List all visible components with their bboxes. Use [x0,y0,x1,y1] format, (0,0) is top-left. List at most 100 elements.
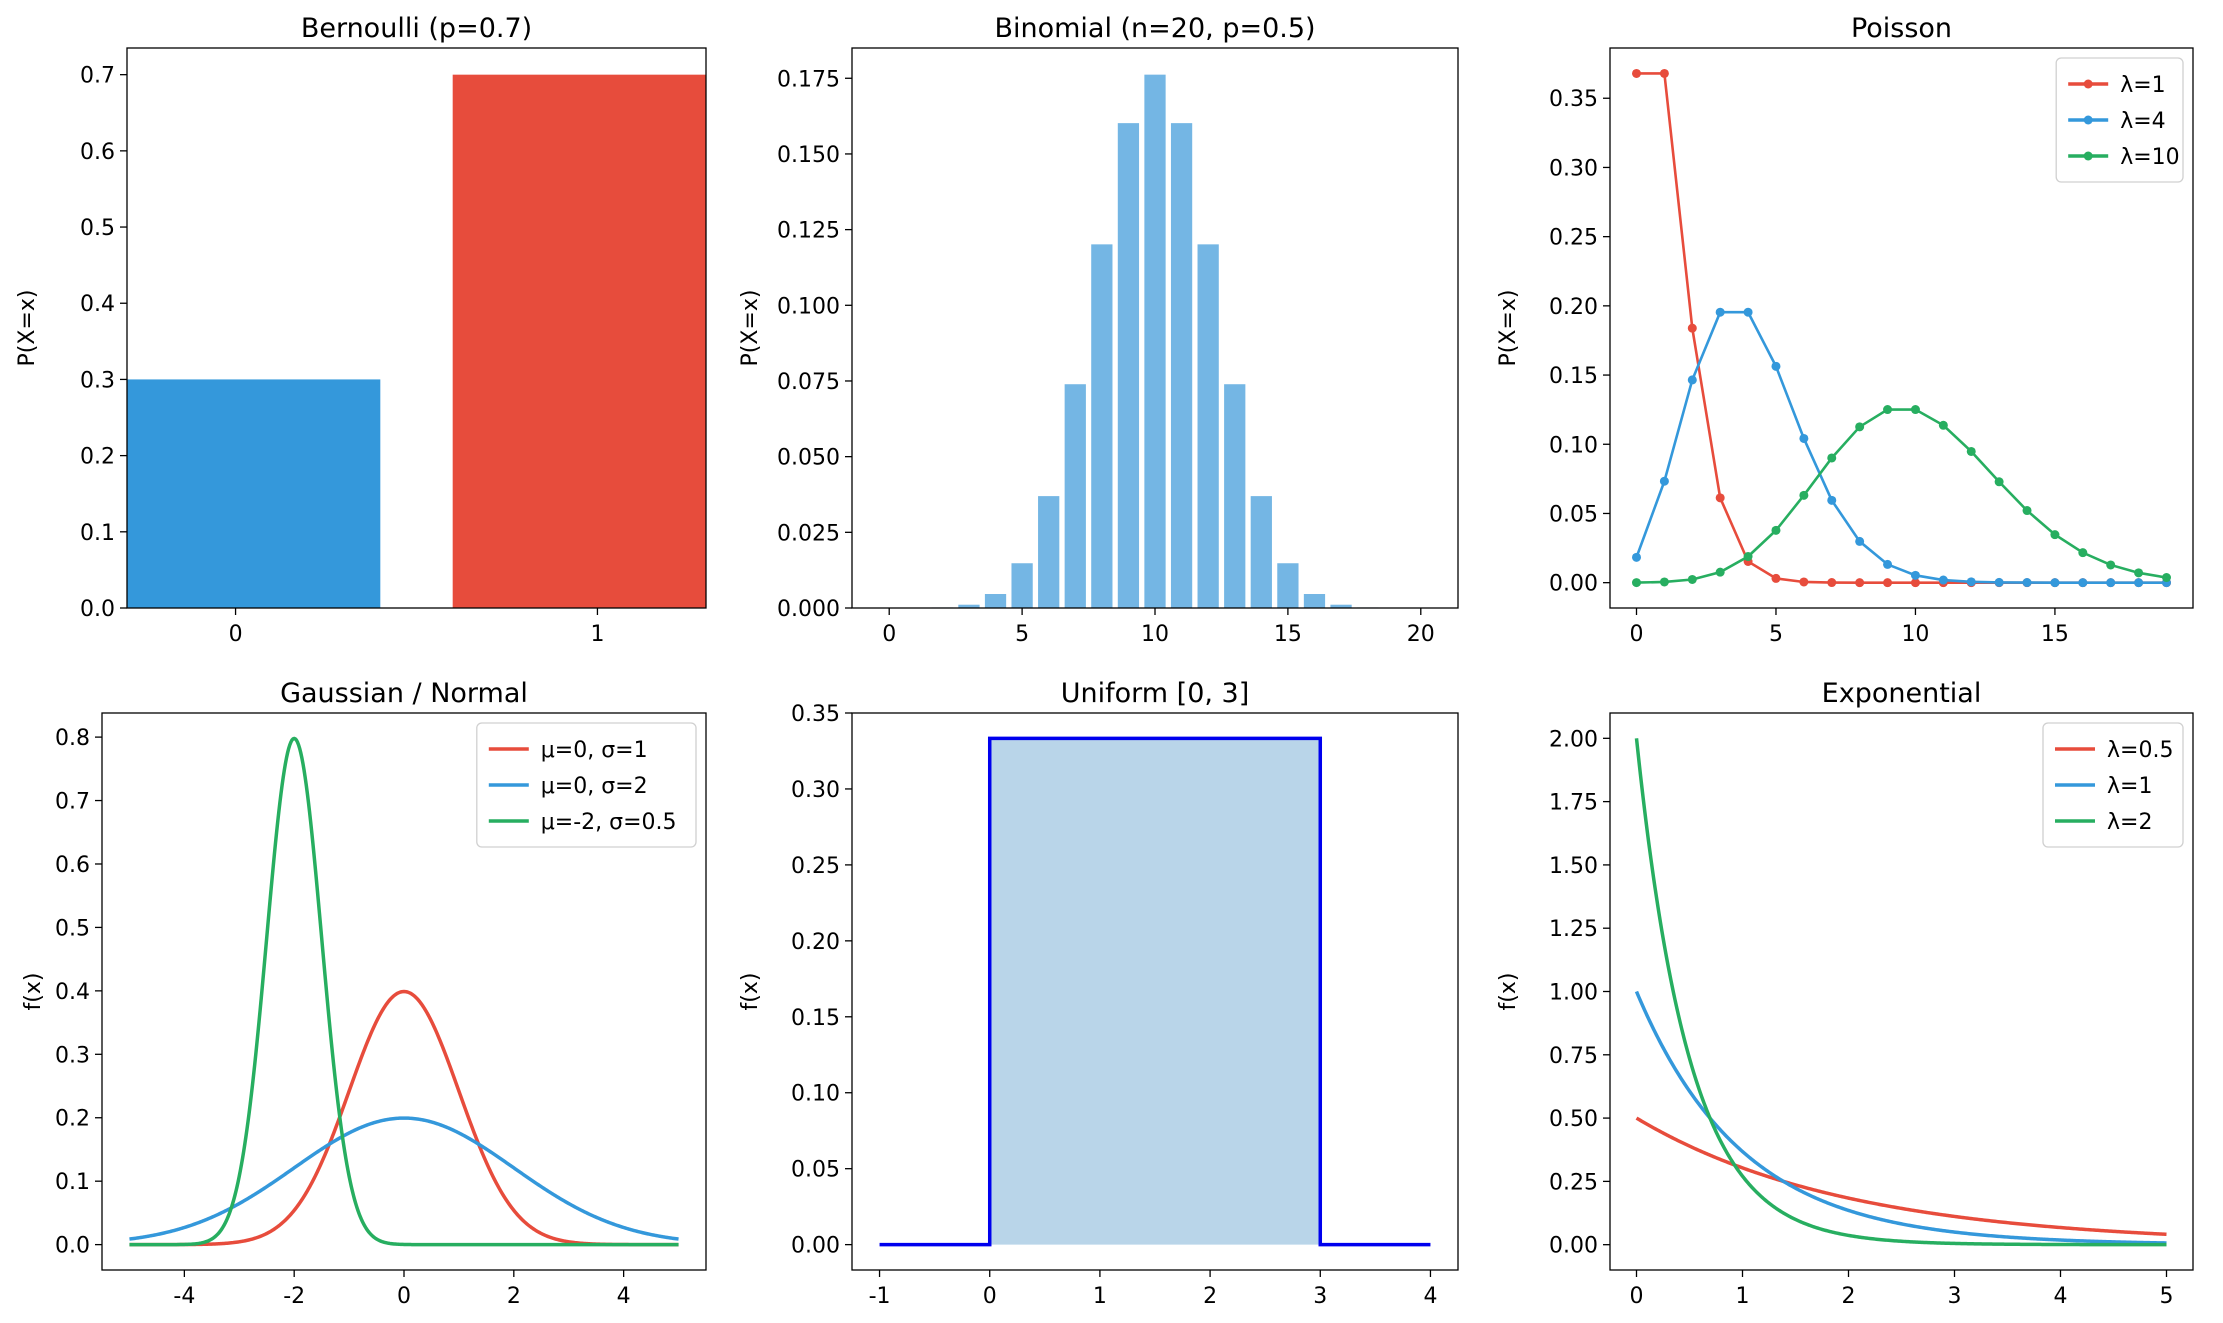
bar-1 [452,74,706,608]
x-tick-label: 1 [1736,1284,1750,1309]
y-tick-label: 0.3 [55,1043,90,1068]
y-tick-label: 0.7 [55,790,90,815]
series-line-3 [1636,408,2167,584]
bar-10 [1144,74,1166,608]
series-2-point [1966,577,1976,587]
plot-area [127,74,706,608]
y-tick-label: 0.35 [791,702,840,727]
y-tick-label: 0.75 [1549,1044,1598,1069]
x-tick-label: -1 [869,1284,891,1309]
x-tick-label: 20 [1407,622,1435,647]
plot-area [1632,68,2171,588]
series-2-point [1938,575,1948,585]
y-tick-label: 0.25 [791,854,840,879]
legend: μ=0, σ=1 μ=0, σ=2 μ=-2, σ=0.5 [476,722,697,848]
x-tick-label: 3 [1313,1284,1327,1309]
y-tick-label: 1.50 [1549,854,1598,879]
y-tick-label: 0.10 [1549,433,1598,458]
series-2-point [1855,536,1865,546]
series-2-point [1771,361,1781,371]
y-tick-label: 0.0 [80,597,115,622]
series-3-point [1827,453,1837,463]
series-1-point [1855,578,1865,588]
x-tick-label: 1 [1093,1284,1107,1309]
bar-8 [1091,244,1113,608]
y-tick-label: 0.05 [1549,502,1598,527]
x-tick-label: 2 [507,1284,521,1309]
series-3-point [2078,548,2088,558]
y-axis-label: P(X=x) [15,290,40,367]
series-1-point [1715,493,1725,503]
series-line-3 [129,736,679,1247]
bar-11 [1170,123,1193,608]
series-2-point [1827,495,1837,505]
series-1-point [1687,323,1697,333]
chart-panel-1: 0 1 0.0 0.1 0.2 0.3 0.4 0.5 0.6 0.7 Bernoulli (p=0… [15,13,707,647]
legend-marker-3 [2083,151,2093,161]
chart-title: Binomial (n=20, p=0.5) [994,13,1315,44]
chart-title: Gaussian / Normal [280,678,528,709]
series-2-point [1910,570,1920,580]
series-3-point [2162,573,2171,583]
series-2-point [1994,577,2004,587]
series-3-point [1715,567,1725,577]
y-tick-label: 0.1 [55,1170,90,1195]
chart-panel-4: -4 -2 0 2 4 0.0 0.1 0.2 0.3 0.4 0.5 0.6 0.7 0.8 Gaussi… [21,678,707,1309]
chart-title: Uniform [0, 3] [1061,678,1250,709]
series-2-point [1799,433,1809,443]
x-tick-label: 0 [983,1284,997,1309]
x-tick-label: 5 [1769,622,1783,647]
bar-7 [1064,384,1086,608]
y-tick-label: 0.6 [55,853,90,878]
y-tick-label: 0.6 [80,140,115,165]
x-tick-label: 1 [590,622,604,647]
y-tick-label: 0.100 [777,294,840,319]
y-tick-label: 0.1 [80,521,115,546]
series-3-point [1910,405,1920,415]
legend-box [2055,57,2184,183]
y-axis-label: P(X=x) [1496,290,1521,367]
series-1-point [1799,577,1809,587]
legend-label-3: μ=-2, σ=0.5 [541,810,677,835]
y-tick-label: 0.150 [777,143,840,168]
series-2-point [1659,476,1669,486]
bar-12 [1197,244,1219,608]
x-tick-label: 5 [2160,1284,2174,1309]
legend-label-3: λ=2 [2107,810,2152,835]
series-3-point [1855,422,1865,432]
y-tick-label: 0.025 [777,521,840,546]
y-tick-label: 1.00 [1549,981,1598,1006]
y-axis-label: P(X=x) [738,290,763,367]
uniform-fill [989,738,1321,1245]
y-tick-label: 0.4 [80,292,115,317]
x-tick-label: 0 [1630,1284,1644,1309]
series-line-3 [1634,738,2167,1247]
series-2-point [2106,578,2116,588]
y-tick-label: 0.075 [777,370,840,395]
series-line-2 [1635,310,2167,584]
series-2-point [2050,578,2060,588]
plot-area [878,74,1432,608]
y-tick-label: 0.4 [55,980,90,1005]
y-tick-label: 0.050 [777,446,840,471]
legend-label-2: μ=0, σ=2 [541,774,648,799]
y-tick-label: 1.25 [1549,917,1598,942]
axes-frame [126,47,707,609]
series-3-point [1994,477,2004,487]
y-tick-label: 0.15 [791,1006,840,1031]
x-tick-label: 15 [1274,622,1302,647]
x-tick-label: -4 [173,1284,195,1309]
chart-title: Exponential [1822,678,1982,709]
bar-0 [127,379,381,608]
x-tick-label: 0 [229,622,243,647]
bar-5 [1011,563,1033,608]
y-tick-label: 0.5 [80,216,115,241]
series-3-point [2050,530,2060,540]
series-3-point [1771,525,1781,535]
y-tick-label: 0.05 [791,1158,840,1183]
series-1-point [1771,573,1781,583]
series-3-point [1938,420,1948,430]
x-tick-label: 0 [882,622,896,647]
y-tick-label: 0.125 [777,219,840,244]
series-3-point [1659,577,1669,587]
